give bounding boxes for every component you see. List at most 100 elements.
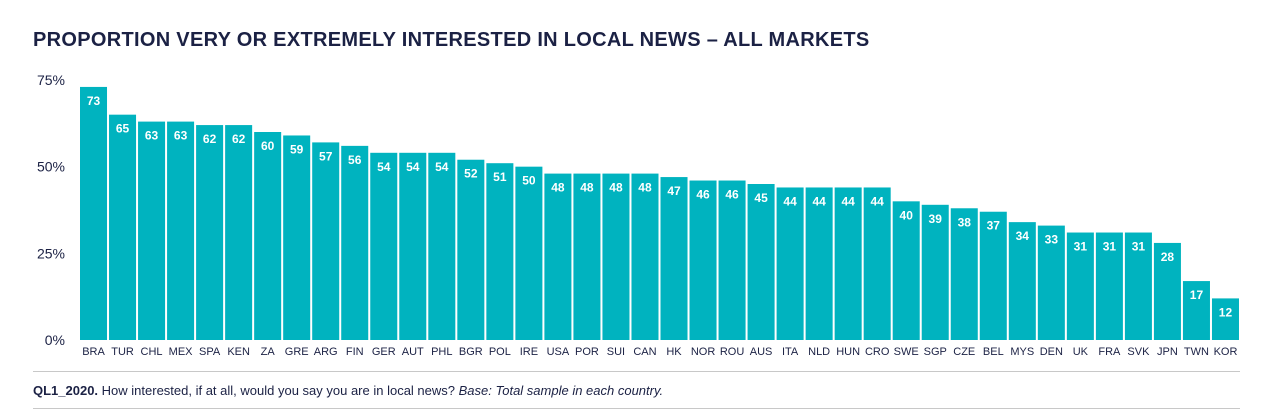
x-tick-label: USA bbox=[547, 346, 570, 358]
x-tick-label: IRE bbox=[520, 346, 538, 358]
x-tick-label: BRA bbox=[82, 346, 105, 358]
bar-value-label: 40 bbox=[900, 208, 914, 222]
bar-bgr bbox=[457, 159, 485, 340]
bar-value-label: 38 bbox=[958, 215, 972, 229]
x-tick-label: ZA bbox=[261, 346, 276, 358]
bar-cro bbox=[863, 187, 891, 340]
x-tick-label: NOR bbox=[691, 346, 716, 358]
footnote-question-id: QL1_2020. bbox=[33, 383, 99, 398]
bar-por bbox=[573, 173, 601, 340]
x-tick-label: GRE bbox=[285, 346, 309, 358]
bar-den bbox=[1037, 225, 1065, 340]
bar-value-label: 48 bbox=[638, 181, 652, 195]
x-tick-label: KOR bbox=[1214, 346, 1238, 358]
x-tick-label: POR bbox=[575, 346, 599, 358]
x-tick-label: CHL bbox=[141, 346, 163, 358]
bar-fra bbox=[1095, 232, 1123, 340]
bar-hun bbox=[834, 187, 862, 340]
bar-value-label: 44 bbox=[812, 194, 826, 208]
bar-value-label: 73 bbox=[87, 94, 101, 108]
x-tick-label: BEL bbox=[983, 346, 1004, 358]
bar-za bbox=[254, 132, 282, 340]
x-tick-label: POL bbox=[489, 346, 511, 358]
footnote-question: How interested, if at all, would you say… bbox=[98, 383, 459, 398]
bar-value-label: 28 bbox=[1161, 250, 1175, 264]
bar-value-label: 33 bbox=[1045, 233, 1059, 247]
bar-value-label: 39 bbox=[929, 212, 943, 226]
bar-chl bbox=[138, 121, 166, 340]
x-tick-label: NLD bbox=[808, 346, 830, 358]
bar-value-label: 31 bbox=[1132, 240, 1146, 254]
bar-aut bbox=[399, 152, 427, 340]
bar-mex bbox=[167, 121, 195, 340]
x-tick-label: TWN bbox=[1184, 346, 1209, 358]
bar-pol bbox=[486, 163, 514, 340]
bar-svk bbox=[1124, 232, 1152, 340]
bar-tur bbox=[109, 114, 137, 340]
bar-value-label: 31 bbox=[1103, 240, 1117, 254]
bar-value-label: 44 bbox=[841, 194, 855, 208]
bar-value-label: 62 bbox=[232, 132, 246, 146]
bar-uk bbox=[1066, 232, 1094, 340]
bar-gre bbox=[283, 135, 311, 340]
bar-value-label: 44 bbox=[871, 194, 885, 208]
x-tick-label: AUS bbox=[750, 346, 773, 358]
bar-value-label: 62 bbox=[203, 132, 217, 146]
bar-value-label: 63 bbox=[145, 129, 159, 143]
bar-value-label: 46 bbox=[696, 188, 710, 202]
bar-value-label: 44 bbox=[783, 194, 797, 208]
bar-spa bbox=[196, 125, 224, 340]
bar-nor bbox=[689, 180, 717, 340]
bar-swe bbox=[892, 201, 920, 340]
bar-sui bbox=[602, 173, 630, 340]
x-tick-label: FRA bbox=[1098, 346, 1121, 358]
x-tick-label: SUI bbox=[607, 346, 625, 358]
bar-value-label: 46 bbox=[725, 188, 739, 202]
bar-aus bbox=[747, 184, 775, 340]
bar-value-label: 48 bbox=[580, 181, 594, 195]
x-tick-label: GER bbox=[372, 346, 396, 358]
bar-ire bbox=[515, 166, 543, 340]
bar-ita bbox=[776, 187, 804, 340]
x-tick-label: SVK bbox=[1127, 346, 1150, 358]
x-tick-label: CRO bbox=[865, 346, 890, 358]
bar-value-label: 48 bbox=[551, 181, 565, 195]
bar-value-label: 45 bbox=[754, 191, 768, 205]
bar-hk bbox=[660, 177, 688, 340]
bar-value-label: 37 bbox=[987, 219, 1001, 233]
bar-can bbox=[631, 173, 659, 340]
bar-chart: 0% 25% 50% 75% 73 65 63 63 62 62 60 59 57 56 54 54 54 52… bbox=[37, 72, 1239, 358]
bar-value-label: 52 bbox=[464, 167, 478, 181]
bar-value-label: 54 bbox=[377, 160, 391, 174]
bar-usa bbox=[544, 173, 572, 340]
bar-value-label: 48 bbox=[609, 181, 623, 195]
bar-arg bbox=[312, 142, 340, 340]
bar-cze bbox=[950, 208, 978, 340]
bar-bel bbox=[979, 211, 1007, 340]
x-tick-label: AUT bbox=[402, 346, 424, 358]
y-tick-label: 75% bbox=[37, 72, 65, 88]
bar-value-label: 59 bbox=[290, 142, 304, 156]
bar-bra bbox=[80, 86, 108, 341]
bar-value-label: 54 bbox=[406, 160, 420, 174]
x-tick-label: BGR bbox=[459, 346, 483, 358]
bar-kor bbox=[1211, 298, 1239, 340]
bar-value-label: 65 bbox=[116, 122, 130, 136]
bar-value-label: 57 bbox=[319, 149, 333, 163]
x-tick-label: JPN bbox=[1157, 346, 1178, 358]
x-tick-label: MYS bbox=[1010, 346, 1034, 358]
x-tick-label: UK bbox=[1073, 346, 1089, 358]
bar-value-label: 63 bbox=[174, 129, 188, 143]
bar-value-label: 50 bbox=[522, 174, 536, 188]
bar-phl bbox=[428, 152, 456, 340]
footnote-divider-top bbox=[33, 371, 1240, 372]
x-tick-label: HK bbox=[666, 346, 682, 358]
bar-value-label: 31 bbox=[1074, 240, 1088, 254]
x-tick-label: SGP bbox=[924, 346, 947, 358]
bar-mys bbox=[1008, 222, 1036, 340]
x-tick-label: KEN bbox=[227, 346, 250, 358]
footnote: QL1_2020. How interested, if at all, wou… bbox=[33, 383, 663, 398]
x-tick-label: TUR bbox=[111, 346, 134, 358]
x-tick-label: ARG bbox=[314, 346, 338, 358]
bar-ken bbox=[225, 125, 253, 340]
